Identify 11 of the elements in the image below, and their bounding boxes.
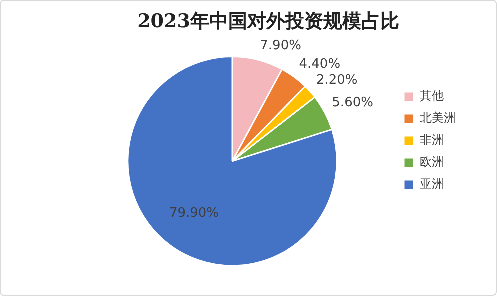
data-label: 2.20%	[316, 72, 358, 88]
legend-label: 欧洲	[420, 155, 444, 170]
chart-title: 2023年中国对外投资规模占比	[138, 10, 400, 32]
legend-label: 北美洲	[420, 111, 456, 126]
legend-label: 非洲	[420, 133, 444, 148]
data-label: 4.40%	[299, 57, 341, 72]
legend-label: 亚洲	[420, 177, 444, 192]
data-label: 79.90%	[169, 206, 220, 222]
data-label: 5.60%	[332, 95, 374, 110]
legend-label: 其他	[420, 89, 444, 104]
data-label: 7.90%	[260, 38, 302, 54]
